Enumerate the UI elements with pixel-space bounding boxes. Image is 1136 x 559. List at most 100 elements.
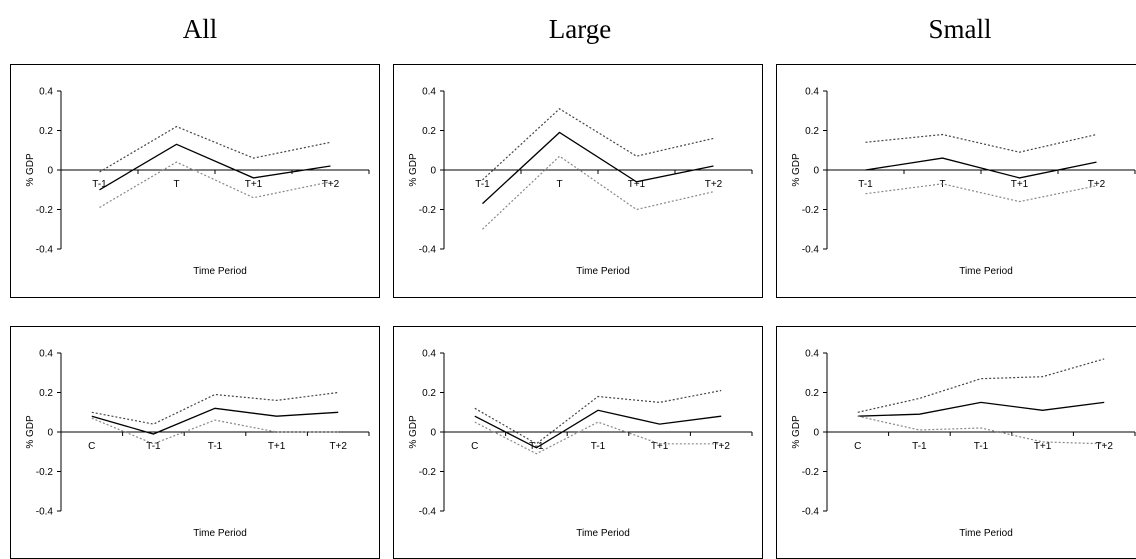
series-line-lower [865, 183, 1097, 203]
y-tick-label: 0.4 [422, 349, 436, 360]
x-tick-label: T+1 [1011, 179, 1029, 190]
series-line-upper [99, 125, 331, 173]
series-line-estimate [865, 157, 1097, 179]
y-tick-label: -0.2 [419, 467, 437, 478]
x-tick-label: T-1 [475, 179, 490, 190]
x-tick-label: T+2 [329, 441, 347, 452]
x-axis-label: Time Period [193, 266, 247, 277]
y-tick-label: -0.4 [419, 245, 437, 256]
x-tick-label: T [173, 179, 179, 190]
series-line-estimate [474, 409, 722, 449]
series-line-estimate [857, 401, 1105, 417]
x-tick-label: T+1 [245, 179, 263, 190]
y-tick-label: -0.2 [419, 205, 437, 216]
y-tick-label: 0.2 [39, 126, 53, 137]
y-tick-label: 0.4 [805, 87, 819, 98]
series-line-upper [91, 391, 339, 425]
chart-panel-small-top: 0.4 0.2 0 -0.2 -0.4 T-1 T T+1 T+2 % GDP Time Perio… [776, 64, 1136, 298]
chart-panel-large-top: 0.4 0.2 0 -0.2 -0.4 T-1 T T+1 T+2 % GDP Time Perio… [393, 64, 763, 298]
series-line-estimate [99, 143, 331, 191]
y-tick-label: -0.2 [36, 205, 54, 216]
x-tick-label: T+1 [268, 441, 286, 452]
chart-svg: 0.4 0.2 0 -0.2 -0.4 T-1 T T+1 T+2 % GDP Time Perio… [791, 87, 1136, 277]
y-tick-label: 0.2 [422, 126, 436, 137]
x-axis-label: Time Period [576, 528, 630, 539]
chart-svg: 0.4 0.2 0 -0.2 -0.4 C T-1 T-1 T+1 T+2 % GDP Time Pe… [791, 349, 1136, 539]
x-tick-label: C [88, 441, 95, 452]
chart-panel-large-bottom: 0.4 0.2 0 -0.2 -0.4 C T-1 T-1 T+1 T+2 % GDP Time Pe… [393, 326, 763, 559]
y-axis-label: % GDP [25, 415, 36, 449]
y-axis-label: % GDP [25, 153, 36, 187]
chart-svg: 0.4 0.2 0 -0.2 -0.4 C T-1 T-1 T+1 T+2 % GDP Time Pe… [408, 349, 753, 539]
chart-panel-small-bottom: 0.4 0.2 0 -0.2 -0.4 C T-1 T-1 T+1 T+2 % GDP Time Pe… [776, 326, 1136, 559]
series-line-lower [474, 421, 722, 455]
y-tick-label: -0.2 [36, 467, 54, 478]
y-tick-label: 0 [47, 428, 53, 439]
series-line-estimate [482, 131, 714, 205]
series-line-lower [99, 161, 331, 209]
x-axis-label: Time Period [959, 528, 1013, 539]
y-axis-label: % GDP [791, 415, 802, 449]
y-tick-label: 0.2 [422, 388, 436, 399]
x-tick-label: T+2 [705, 179, 723, 190]
y-tick-label: 0 [47, 166, 53, 177]
y-tick-label: 0 [813, 166, 819, 177]
x-tick-label: T [556, 179, 562, 190]
x-tick-label: C [471, 441, 478, 452]
chart-svg: 0.4 0.2 0 -0.2 -0.4 T-1 T T+1 T+2 % GDP Time Perio… [408, 87, 753, 277]
series-line-lower [857, 415, 1105, 445]
x-tick-label: T-1 [529, 441, 544, 452]
x-tick-label: T+1 [651, 441, 669, 452]
series-line-estimate [91, 407, 339, 435]
x-tick-label: T+2 [1095, 441, 1113, 452]
x-tick-label: T-1 [208, 441, 223, 452]
y-tick-label: -0.4 [36, 507, 54, 518]
y-tick-label: -0.2 [802, 467, 820, 478]
y-tick-label: 0.4 [805, 349, 819, 360]
y-axis-label: % GDP [791, 153, 802, 187]
series-line-upper [865, 133, 1097, 153]
y-tick-label: 0.2 [805, 126, 819, 137]
y-tick-label: 0 [813, 428, 819, 439]
x-tick-label: T-1 [912, 441, 927, 452]
column-title-small: Small [928, 14, 992, 44]
chart-panel-all-top: 0.4 0.2 0 -0.2 -0.4 T-1 T T+1 T+2 % GDP Time Perio… [10, 64, 380, 298]
chart-panel-all-bottom: 0.4 0.2 0 -0.2 -0.4 C T-1 T-1 T+1 T+2 % GDP Time Pe… [10, 326, 380, 559]
series-line-lower [91, 417, 339, 445]
series-line-upper [474, 389, 722, 445]
y-tick-label: 0.4 [39, 349, 53, 360]
series-line-lower [482, 155, 714, 230]
column-title-large: Large [548, 14, 612, 44]
y-tick-label: 0 [430, 166, 436, 177]
x-tick-label: T+2 [712, 441, 730, 452]
column-title-all: All [182, 14, 218, 44]
y-tick-label: -0.2 [802, 205, 820, 216]
y-tick-label: 0.2 [39, 388, 53, 399]
x-tick-label: T+2 [1088, 179, 1106, 190]
y-axis-label: % GDP [408, 153, 419, 187]
series-line-upper [482, 108, 714, 181]
y-tick-label: -0.4 [36, 245, 54, 256]
y-tick-label: 0.4 [39, 87, 53, 98]
x-axis-label: Time Period [959, 266, 1013, 277]
y-tick-label: 0.2 [805, 388, 819, 399]
y-tick-label: -0.4 [419, 507, 437, 518]
y-tick-label: -0.4 [802, 245, 820, 256]
chart-svg: 0.4 0.2 0 -0.2 -0.4 C T-1 T-1 T+1 T+2 % GDP Time Pe… [25, 349, 370, 539]
x-tick-label: T+1 [1034, 441, 1052, 452]
x-tick-label: T-1 [591, 441, 606, 452]
y-tick-label: 0 [430, 428, 436, 439]
chart-svg: 0.4 0.2 0 -0.2 -0.4 T-1 T T+1 T+2 % GDP Time Perio… [25, 87, 370, 277]
x-tick-label: T+1 [628, 179, 646, 190]
y-axis-label: % GDP [408, 415, 419, 449]
x-axis-label: Time Period [193, 528, 247, 539]
y-tick-label: 0.4 [422, 87, 436, 98]
x-tick-label: T-1 [858, 179, 873, 190]
y-tick-label: -0.4 [802, 507, 820, 518]
x-tick-label: T-1 [92, 179, 107, 190]
x-tick-label: T-1 [974, 441, 989, 452]
series-line-upper [857, 358, 1105, 413]
x-axis-label: Time Period [576, 266, 630, 277]
x-tick-label: T+2 [322, 179, 340, 190]
x-tick-label: T-1 [146, 441, 161, 452]
